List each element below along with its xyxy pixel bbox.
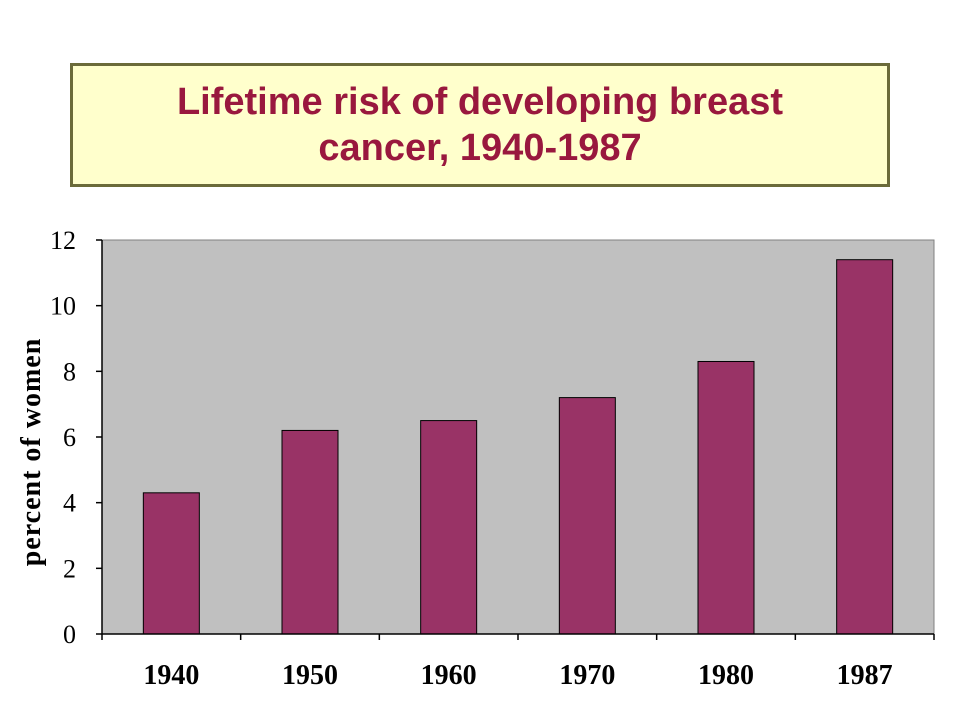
bar-1950 <box>281 429 339 635</box>
chart-title: Lifetime risk of developing breast cance… <box>176 81 784 169</box>
y-tick-labels: 0 2 4 6 8 10 12 <box>50 226 76 649</box>
bars-group <box>142 259 894 635</box>
y-tick-label: 0 <box>63 620 76 649</box>
bar-1987 <box>836 259 894 635</box>
y-tick-label: 10 <box>50 292 76 321</box>
chart-title-box: Lifetime risk of developing breast cance… <box>70 63 890 187</box>
x-tick-label: 1980 <box>698 660 754 691</box>
x-tick-label: 1940 <box>143 660 199 691</box>
x-tick-labels: 1940 1950 1960 1970 1980 1987 <box>143 660 892 691</box>
bar-1980 <box>697 360 755 635</box>
y-axis-title: percent of women <box>16 338 47 567</box>
bar-1960 <box>420 420 478 635</box>
y-tick-label: 12 <box>50 226 76 255</box>
x-tick-label: 1950 <box>282 660 338 691</box>
plot-area <box>101 239 935 635</box>
y-tick-label: 4 <box>63 489 76 518</box>
x-tick-label: 1960 <box>421 660 477 691</box>
bar-1940 <box>142 492 200 635</box>
x-tick-label: 1970 <box>559 660 615 691</box>
y-tick-label: 6 <box>63 423 76 452</box>
bar-1970 <box>558 397 616 635</box>
x-tick-label: 1987 <box>837 660 893 691</box>
y-tick-label: 2 <box>63 554 76 583</box>
axes-group <box>96 239 935 640</box>
y-tick-label: 8 <box>63 357 76 386</box>
